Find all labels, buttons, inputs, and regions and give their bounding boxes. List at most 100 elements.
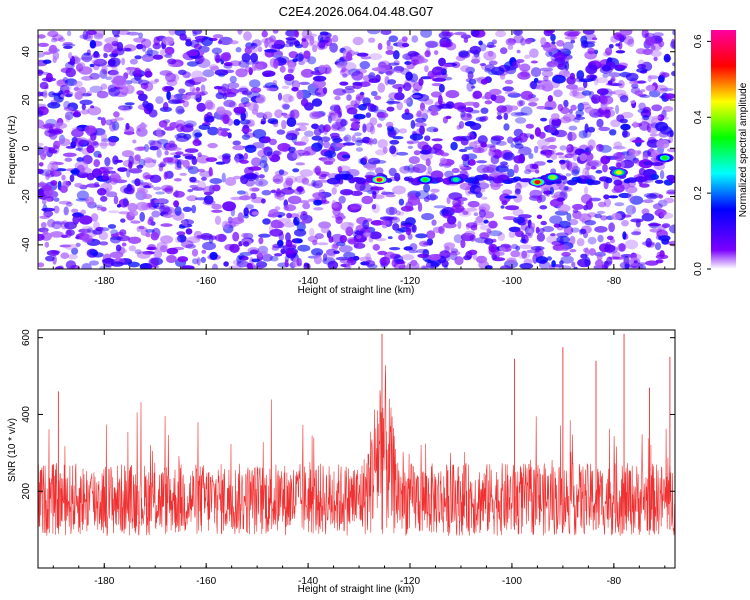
spectrogram-cell [101, 65, 108, 75]
spectrogram-cell [415, 233, 428, 239]
signal-band-cell [512, 176, 522, 182]
spectrogram-cell [354, 51, 360, 56]
x-tick-label: -120 [400, 576, 420, 587]
spectrogram-cell [480, 78, 488, 85]
spectrogram-cell [319, 31, 329, 36]
spectrogram-cell [38, 103, 47, 108]
spectrogram-cell [45, 255, 55, 262]
spectrogram-cell [200, 256, 206, 263]
spectrogram-cell [520, 238, 527, 244]
signal-band-cell [613, 179, 623, 186]
spectrogram-cell [467, 249, 478, 255]
spectrogram-cell [549, 186, 554, 195]
spectrogram-cell [584, 106, 595, 114]
spectrogram-cell [667, 148, 675, 153]
spectrogram-cell [490, 136, 502, 145]
spectrogram-cell [100, 195, 108, 202]
spectrogram-cell [495, 165, 509, 173]
spectrogram-cell [276, 129, 286, 135]
spectrogram-cell [573, 266, 578, 269]
spectrogram-cell [514, 117, 527, 124]
spectrogram-cell [296, 211, 304, 222]
spectrogram-cell [104, 37, 119, 44]
spectrogram-cell [566, 212, 572, 222]
spectrogram-cell [407, 233, 413, 240]
spectrogram-cell [588, 145, 594, 152]
spectrogram-cell [323, 253, 328, 262]
spectrogram-cell [215, 92, 225, 100]
spectrogram-cell [92, 53, 101, 59]
spectrogram-cell [97, 153, 102, 158]
spectrogram-cell [242, 241, 250, 247]
spectrogram-cell [382, 190, 387, 196]
spectrogram-cell [296, 90, 304, 100]
spectrogram-cell [454, 256, 464, 266]
spectrogram-cell [652, 32, 664, 37]
spectrogram-cell [578, 229, 584, 236]
spectrogram-cell [313, 255, 322, 265]
spectrogram-cell [372, 244, 380, 251]
y-tick-label: 20 [21, 94, 32, 106]
spectrogram-cell [223, 99, 236, 108]
spectrogram-cell [646, 193, 658, 200]
spectrogram-cell [240, 111, 246, 122]
spectrogram-cell [132, 139, 137, 144]
spectrogram-cell [274, 51, 283, 56]
spectrogram-cell [129, 58, 138, 65]
spectrogram-cell [536, 195, 543, 204]
spectrogram-cell [524, 232, 532, 237]
spectrogram-cell [470, 30, 480, 37]
spectrogram-cell [174, 178, 182, 182]
spectrogram-cell [47, 30, 59, 38]
spectrogram-cell [431, 219, 437, 226]
spectrogram-cell [596, 210, 606, 215]
spectrogram-cell [91, 59, 105, 65]
spectrogram-cell [410, 119, 416, 129]
spectrogram-cell [455, 135, 466, 141]
spectrogram-cell [631, 83, 639, 89]
spectrogram-cell [220, 52, 232, 62]
spectrogram-cell [377, 250, 388, 256]
spectrogram-cell [668, 136, 674, 144]
spectrogram-cell [493, 95, 506, 104]
spectrogram-cell [386, 106, 395, 112]
spectrogram-cell [100, 117, 106, 126]
spectrogram-cell [116, 41, 124, 52]
spectrogram-cell [399, 165, 411, 174]
spectrogram-cell [124, 84, 135, 94]
snr-background [38, 330, 675, 568]
spectrogram-cell [78, 228, 91, 234]
spectrogram-cell [296, 122, 309, 126]
spectrogram-cell [190, 39, 200, 48]
spectrogram-cell [542, 43, 557, 53]
spectrogram-cell [175, 105, 185, 115]
spectrogram-cell [218, 36, 233, 46]
spectrogram-cell [406, 141, 414, 145]
spectrogram-cell [462, 210, 469, 215]
spectrogram-cell [107, 224, 117, 229]
spectrogram-cell [629, 253, 642, 261]
spectrogram-cell [491, 39, 497, 45]
spectrogram-cell [515, 245, 521, 251]
spectrogram-cell [504, 195, 518, 199]
spectrogram-cell [618, 243, 626, 252]
spectrogram-cell [652, 203, 663, 210]
spectrogram-cell [543, 30, 553, 37]
spectrogram-cell [71, 208, 79, 213]
spectrogram-cell [38, 70, 45, 74]
spectrogram-cell [599, 65, 613, 74]
spectrogram-cell [458, 148, 468, 153]
spectrogram-cell [186, 195, 198, 202]
spectrogram-cell [235, 154, 240, 164]
spectrogram-cell [611, 212, 622, 221]
spectrogram-cell [52, 34, 64, 41]
spectrogram-cell [443, 76, 453, 81]
spectrogram-cell [197, 141, 202, 146]
spectrogram-cell [507, 168, 515, 178]
spectrogram-cell [252, 59, 259, 64]
spectrogram-cell [369, 105, 379, 112]
spectrogram-cell [186, 61, 199, 67]
spectrogram-cell [62, 41, 73, 46]
spectrogram-cell [342, 142, 356, 146]
spectrogram-cell [286, 212, 292, 219]
